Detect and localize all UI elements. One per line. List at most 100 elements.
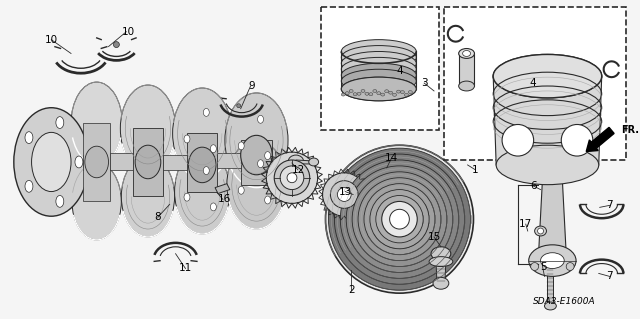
Ellipse shape (257, 115, 264, 123)
Ellipse shape (175, 149, 230, 234)
Ellipse shape (349, 90, 353, 93)
Text: FR.: FR. (621, 125, 639, 135)
Polygon shape (272, 158, 296, 167)
Ellipse shape (237, 104, 241, 108)
Text: 8: 8 (154, 212, 161, 222)
Ellipse shape (345, 92, 349, 95)
Ellipse shape (357, 92, 361, 95)
Ellipse shape (280, 166, 304, 189)
Ellipse shape (496, 145, 599, 185)
Ellipse shape (238, 142, 244, 150)
Ellipse shape (390, 209, 410, 229)
Polygon shape (83, 123, 111, 201)
Ellipse shape (238, 186, 244, 194)
Ellipse shape (463, 50, 470, 56)
Ellipse shape (381, 93, 385, 96)
Ellipse shape (341, 63, 416, 87)
Ellipse shape (334, 154, 465, 284)
FancyArrow shape (586, 127, 614, 152)
Ellipse shape (31, 132, 71, 191)
Ellipse shape (75, 156, 83, 168)
Polygon shape (215, 184, 230, 194)
Ellipse shape (545, 302, 556, 310)
Polygon shape (547, 269, 554, 303)
Polygon shape (493, 76, 602, 165)
Ellipse shape (72, 163, 122, 240)
Ellipse shape (265, 152, 271, 160)
Ellipse shape (340, 160, 459, 278)
Text: 14: 14 (385, 153, 398, 163)
Ellipse shape (211, 145, 216, 153)
Text: 13: 13 (339, 187, 352, 197)
Ellipse shape (361, 89, 365, 93)
Text: 7: 7 (606, 271, 613, 281)
Ellipse shape (364, 184, 435, 255)
Ellipse shape (369, 93, 373, 96)
Ellipse shape (188, 147, 216, 183)
Ellipse shape (225, 93, 288, 188)
Ellipse shape (385, 90, 388, 93)
Ellipse shape (408, 91, 412, 93)
Ellipse shape (459, 48, 474, 58)
Polygon shape (296, 160, 314, 164)
Ellipse shape (392, 93, 397, 96)
Ellipse shape (376, 196, 423, 243)
Ellipse shape (56, 117, 64, 129)
Ellipse shape (241, 135, 272, 175)
Ellipse shape (388, 91, 392, 94)
Ellipse shape (404, 93, 408, 96)
Ellipse shape (265, 196, 271, 204)
Ellipse shape (337, 188, 351, 201)
Ellipse shape (397, 90, 401, 93)
Ellipse shape (531, 263, 539, 271)
Bar (321, 7, 439, 130)
Text: 6: 6 (531, 181, 537, 191)
Polygon shape (111, 153, 133, 170)
Ellipse shape (184, 135, 190, 143)
Ellipse shape (266, 152, 317, 204)
Ellipse shape (173, 88, 232, 179)
Ellipse shape (204, 167, 209, 174)
Ellipse shape (529, 245, 576, 276)
Ellipse shape (56, 196, 64, 207)
Ellipse shape (120, 85, 175, 172)
Polygon shape (163, 155, 188, 170)
Ellipse shape (25, 181, 33, 192)
Text: 4: 4 (529, 78, 536, 88)
Polygon shape (188, 133, 217, 191)
Ellipse shape (330, 181, 358, 208)
Ellipse shape (135, 145, 161, 179)
Text: 5: 5 (540, 262, 547, 271)
Ellipse shape (433, 278, 449, 289)
Ellipse shape (257, 160, 264, 168)
Polygon shape (83, 155, 89, 170)
Ellipse shape (341, 93, 345, 96)
Text: 2: 2 (348, 285, 355, 295)
Ellipse shape (288, 155, 304, 169)
Text: 12: 12 (292, 165, 305, 175)
Ellipse shape (365, 92, 369, 95)
Text: 10: 10 (45, 35, 58, 45)
Polygon shape (459, 54, 474, 86)
Ellipse shape (352, 172, 447, 267)
Ellipse shape (227, 140, 286, 229)
Text: 17: 17 (519, 219, 532, 229)
Ellipse shape (370, 189, 429, 249)
Ellipse shape (493, 55, 602, 98)
Ellipse shape (308, 158, 319, 166)
Polygon shape (217, 153, 241, 168)
Ellipse shape (341, 77, 416, 101)
Ellipse shape (346, 166, 452, 272)
Ellipse shape (341, 57, 416, 81)
Ellipse shape (373, 90, 377, 93)
Ellipse shape (429, 257, 452, 267)
Ellipse shape (459, 81, 474, 91)
Text: SDA3-E1600A: SDA3-E1600A (533, 297, 596, 306)
Ellipse shape (377, 92, 381, 95)
Ellipse shape (287, 173, 297, 183)
Ellipse shape (538, 228, 543, 234)
Bar (444, 7, 627, 160)
Ellipse shape (541, 253, 564, 269)
Ellipse shape (85, 146, 109, 178)
Ellipse shape (493, 55, 602, 98)
